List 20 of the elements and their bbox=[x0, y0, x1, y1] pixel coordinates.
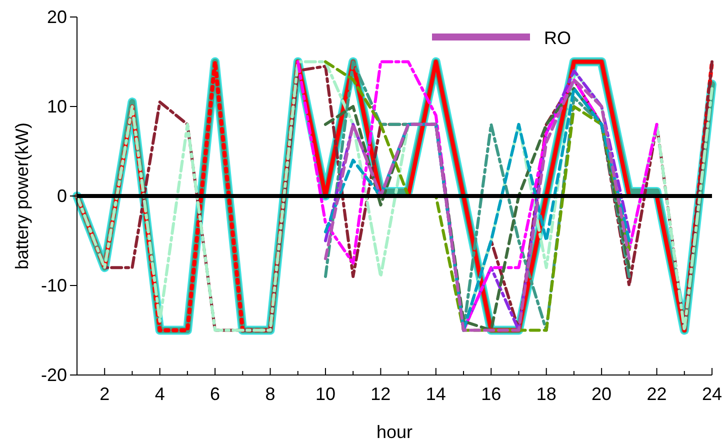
x-axis-title: hour bbox=[376, 422, 413, 442]
y-tick-label: 0 bbox=[56, 186, 67, 206]
x-tick-label: 24 bbox=[702, 384, 722, 404]
y-tick-label: 20 bbox=[46, 7, 67, 27]
x-tick-label: 14 bbox=[426, 384, 446, 404]
y-tick-label: -20 bbox=[40, 365, 67, 385]
x-tick-label: 10 bbox=[315, 384, 336, 404]
y-tick-label: 10 bbox=[46, 96, 67, 116]
x-tick-label: 4 bbox=[154, 384, 165, 404]
x-tick-label: 16 bbox=[481, 384, 502, 404]
x-tick-label: 18 bbox=[536, 384, 556, 404]
y-axis-title: battery power(kW) bbox=[12, 122, 32, 270]
x-tick-label: 12 bbox=[370, 384, 391, 404]
x-tick-label: 8 bbox=[265, 384, 276, 404]
series-label: RO bbox=[544, 28, 571, 48]
x-tick-label: 2 bbox=[100, 384, 110, 404]
x-tick-label: 20 bbox=[592, 384, 612, 404]
x-tick-label: 22 bbox=[646, 384, 667, 404]
x-tick-label: 6 bbox=[210, 384, 220, 404]
y-tick-label: -10 bbox=[40, 276, 67, 296]
